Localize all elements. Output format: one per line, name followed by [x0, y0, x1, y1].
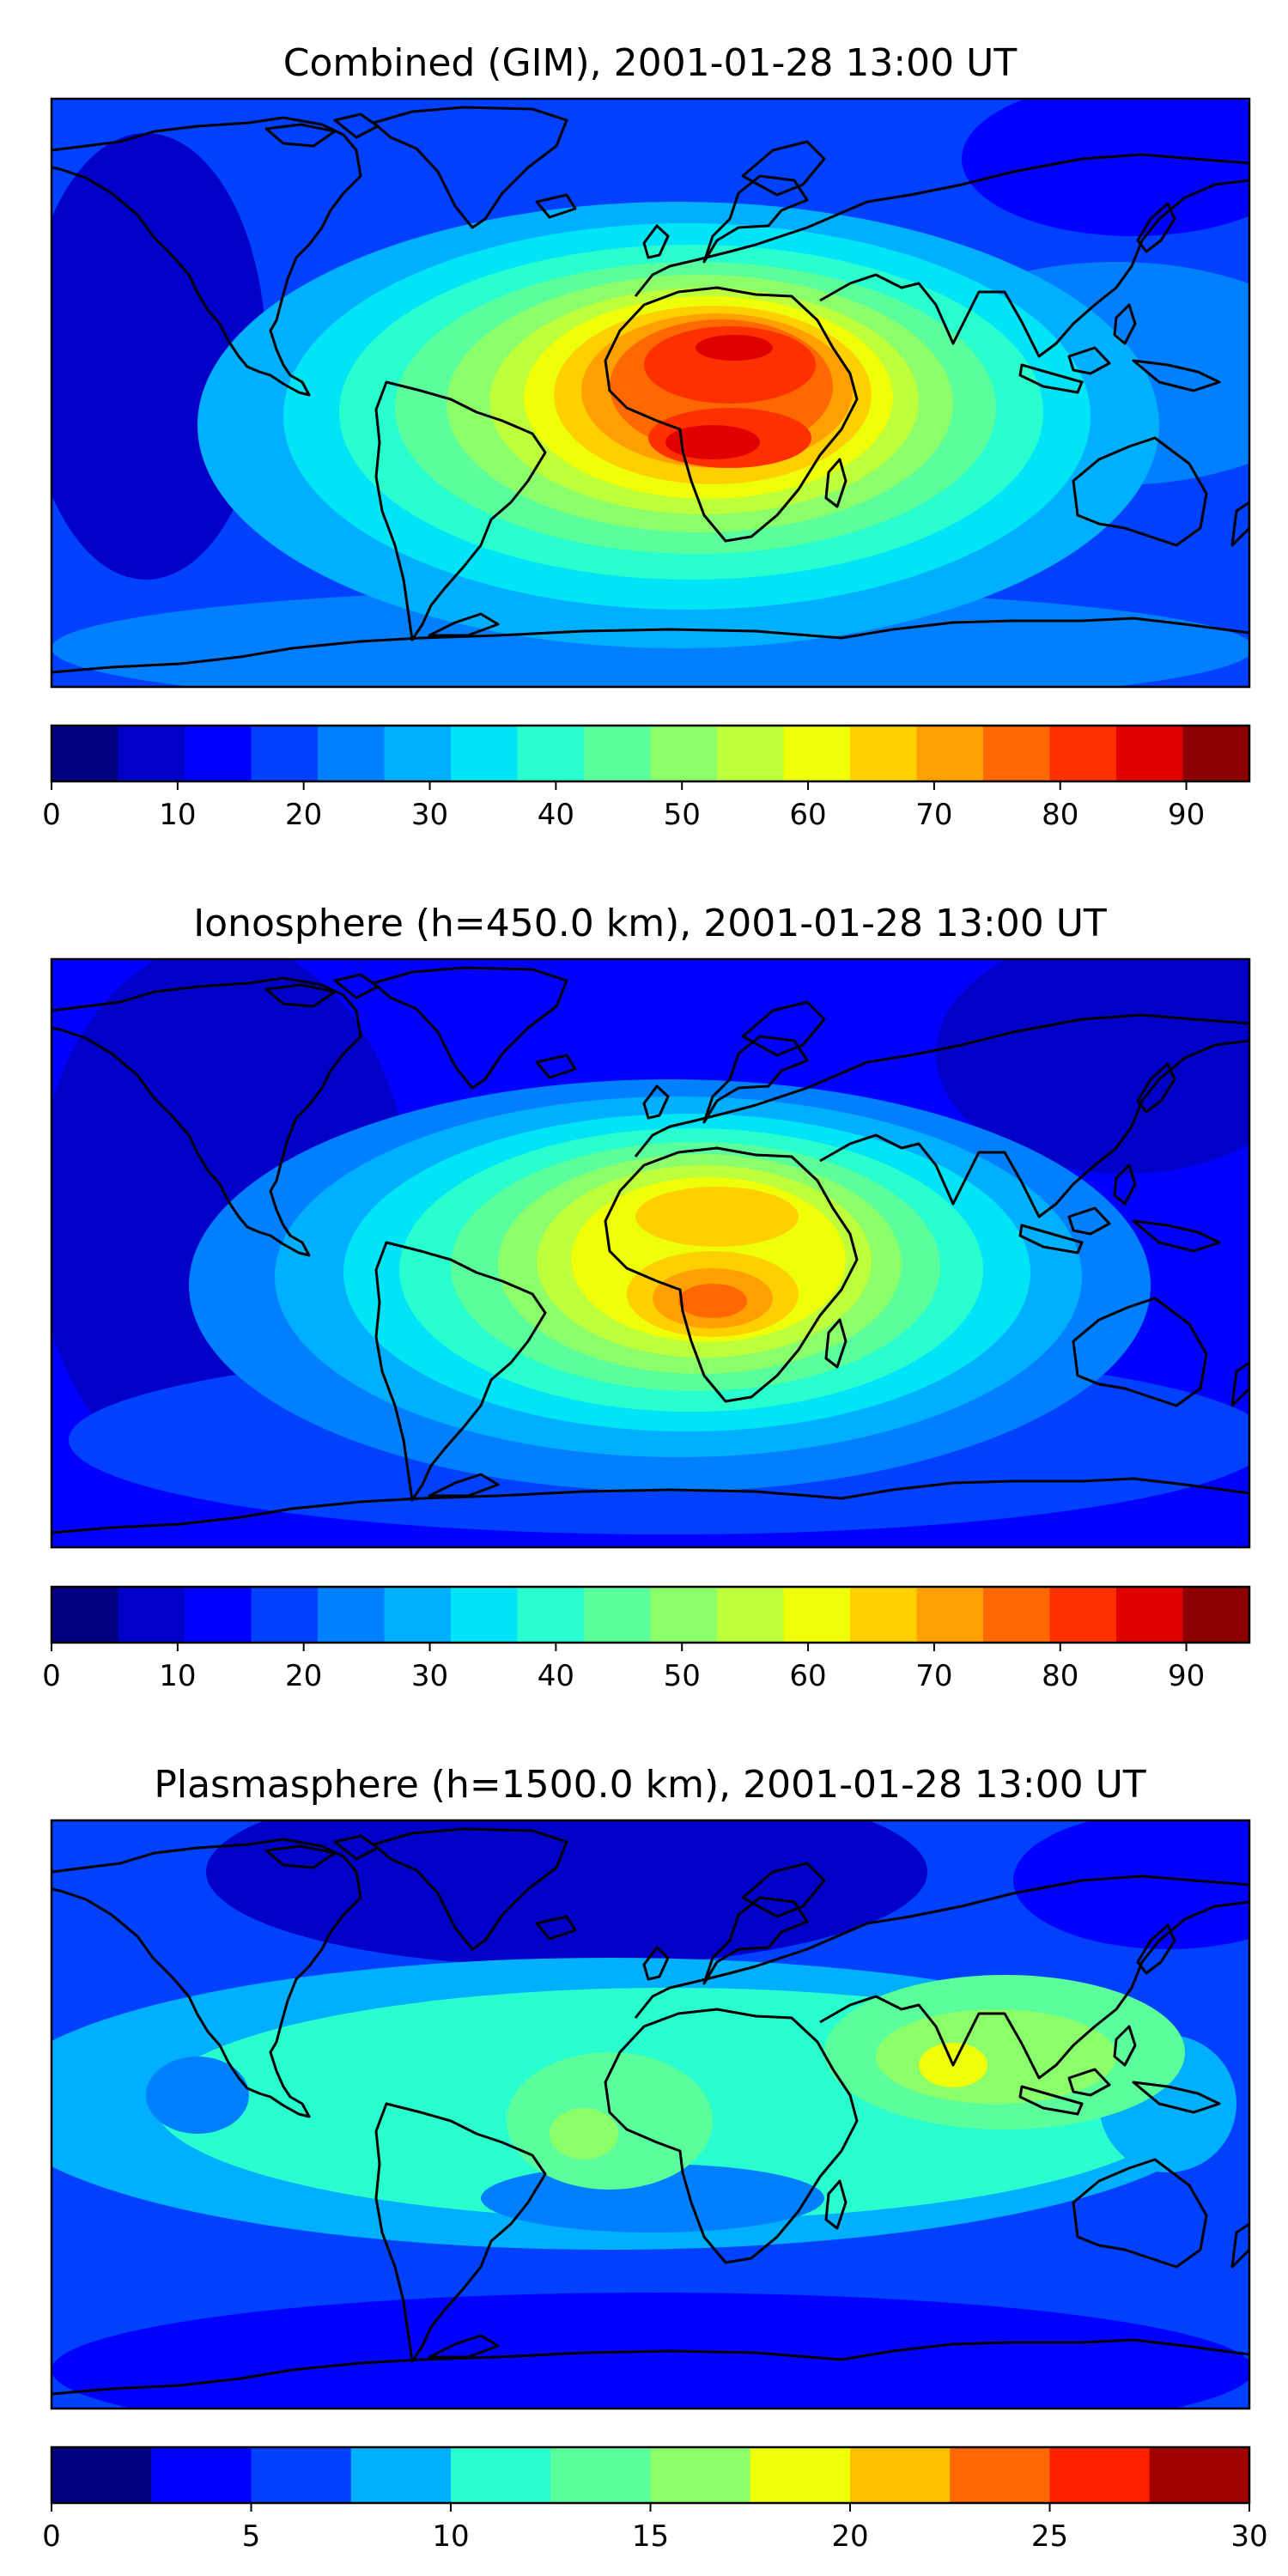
colorbar-tick-label: 0 — [42, 1659, 61, 1693]
colorbar-tick-label: 40 — [538, 1659, 574, 1693]
colorbar-segment — [584, 726, 652, 781]
colorbar-segment — [717, 726, 785, 781]
panel1-map — [52, 99, 1249, 687]
panel3-title: Plasmasphere (h=1500.0 km), 2001-01-28 1… — [154, 1763, 1145, 1807]
colorbar-segment — [717, 1587, 785, 1643]
panel2-colorbar: 0 10 20 30 40 50 60 70 80 90 — [42, 1585, 1251, 1693]
colorbar-segment — [1049, 726, 1117, 781]
colorbar-segment — [983, 726, 1051, 781]
panel1-colorbar: 0 10 20 30 40 50 60 70 80 90 — [42, 724, 1251, 832]
colorbar-tick-label: 80 — [1042, 798, 1078, 832]
colorbar-segment — [750, 2447, 851, 2503]
colorbar-segment — [52, 1587, 119, 1643]
colorbar-tick-label: 60 — [789, 798, 826, 832]
colorbar-tick-label: 0 — [42, 2519, 61, 2554]
colorbar-segment — [151, 2447, 252, 2503]
colorbar-segment — [451, 2447, 551, 2503]
colorbar-segment — [1049, 1587, 1117, 1643]
colorbar-segment — [950, 2447, 1051, 2503]
colorbar-segment — [850, 726, 918, 781]
colorbar-segment — [783, 1587, 851, 1643]
colorbar-segment — [318, 1587, 386, 1643]
colorbar-segment — [118, 726, 185, 781]
colorbar-segment — [1182, 726, 1250, 781]
colorbar-segment — [850, 2447, 951, 2503]
panel2-map-frame — [50, 957, 1251, 1549]
colorbar-segment — [384, 1587, 452, 1643]
colorbar-segment — [850, 1587, 918, 1643]
colorbar-tick-label: 25 — [1031, 2519, 1068, 2554]
colorbar-tick-label: 10 — [159, 1659, 196, 1693]
colorbar-tick-label: 50 — [664, 798, 701, 832]
colorbar-tick-label: 30 — [411, 798, 448, 832]
panel3-colorbar: 0 5 10 15 20 25 30 — [42, 2445, 1268, 2554]
colorbar-segment — [251, 1587, 319, 1643]
colorbar-tick-label: 70 — [915, 1659, 952, 1693]
colorbar-segment — [550, 2447, 652, 2503]
colorbar-segment — [251, 726, 319, 781]
panel2-title: Ionosphere (h=450.0 km), 2001-01-28 13:0… — [193, 902, 1107, 945]
colorbar-segment — [916, 1587, 984, 1643]
colorbar-segment — [1149, 2447, 1250, 2503]
colorbar-tick-label: 20 — [285, 1659, 322, 1693]
colorbar-tick-label: 20 — [831, 2519, 868, 2554]
colorbar-tick-label: 30 — [1230, 2519, 1267, 2554]
colorbar-segment — [251, 2447, 352, 2503]
colorbar-segment — [1182, 1587, 1250, 1643]
colorbar-segment — [451, 726, 519, 781]
colorbar-segment — [650, 1587, 718, 1643]
panel3-map — [52, 1820, 1249, 2409]
panel3-map-frame — [50, 1819, 1251, 2410]
colorbar-segment — [185, 1587, 252, 1643]
colorbar-segment — [1116, 1587, 1184, 1643]
panel1-title: Combined (GIM), 2001-01-28 13:00 UT — [283, 41, 1018, 85]
colorbar-segment — [52, 2447, 152, 2503]
colorbar-segment — [650, 726, 718, 781]
colorbar-segment — [52, 726, 119, 781]
panel2-map — [52, 959, 1249, 1547]
colorbar-tick-label: 20 — [285, 798, 322, 832]
colorbar-tick-label: 50 — [664, 1659, 701, 1693]
panel1-map-frame — [50, 97, 1251, 689]
colorbar-tick-label: 0 — [42, 798, 61, 832]
colorbar-tick-label: 10 — [159, 798, 196, 832]
colorbar-segment — [1116, 726, 1184, 781]
colorbar-segment — [517, 726, 585, 781]
colorbar-tick-label: 60 — [789, 1659, 826, 1693]
colorbar-segment — [384, 726, 452, 781]
colorbar-segment — [983, 1587, 1051, 1643]
colorbar-segment — [783, 726, 851, 781]
colorbar-segment — [318, 726, 386, 781]
colorbar-segment — [916, 726, 984, 781]
colorbar-tick-label: 30 — [411, 1659, 448, 1693]
colorbar-tick-label: 40 — [538, 798, 574, 832]
colorbar-tick-label: 15 — [632, 2519, 669, 2554]
colorbar-segment — [1049, 2447, 1151, 2503]
colorbar-segment — [185, 726, 252, 781]
colorbar-segment — [584, 1587, 652, 1643]
colorbar-segment — [451, 1587, 519, 1643]
colorbar-tick-label: 10 — [432, 2519, 469, 2554]
colorbar-tick-label: 90 — [1168, 798, 1205, 832]
colorbar-tick-label: 80 — [1042, 1659, 1078, 1693]
colorbar-segment — [517, 1587, 585, 1643]
colorbar-segment — [650, 2447, 751, 2503]
colorbar-tick-label: 5 — [242, 2519, 261, 2554]
colorbar-segment — [350, 2447, 452, 2503]
colorbar-tick-label: 70 — [915, 798, 952, 832]
colorbar-tick-label: 90 — [1168, 1659, 1205, 1693]
colorbar-segment — [118, 1587, 185, 1643]
